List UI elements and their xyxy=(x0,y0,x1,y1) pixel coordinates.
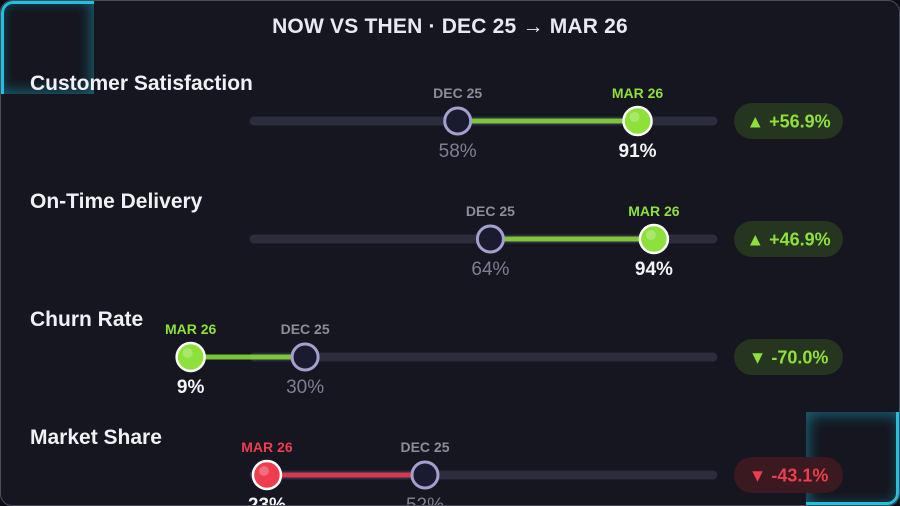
chart-title: NOW VS THEN · DEC 25 → MAR 26 xyxy=(272,15,628,38)
now-value: 94% xyxy=(635,259,673,280)
then-label: DEC 25 xyxy=(433,85,482,101)
now-label: MAR 26 xyxy=(612,85,664,101)
change-badge xyxy=(734,103,843,139)
now-marker xyxy=(622,105,653,137)
metric-name: Customer Satisfaction xyxy=(30,72,253,95)
now-value: 91% xyxy=(619,141,657,162)
then-value: 58% xyxy=(439,141,477,162)
now-marker-highlight xyxy=(645,230,656,240)
now-marker-highlight xyxy=(258,466,269,476)
then-value: 30% xyxy=(286,377,324,398)
now-value: 23% xyxy=(248,495,286,505)
change-badge-text: ▼ -43.1% xyxy=(749,466,829,486)
now-marker-highlight xyxy=(182,348,193,358)
now-label: MAR 26 xyxy=(241,439,293,455)
then-value: 64% xyxy=(471,259,509,280)
now-marker xyxy=(638,223,670,255)
corner-glow-bottom-right xyxy=(806,412,899,505)
then-value: 52% xyxy=(406,495,444,505)
now-marker xyxy=(175,341,206,373)
change-badge-text: ▲ +46.9% xyxy=(746,230,830,250)
then-marker xyxy=(475,224,505,254)
change-badge-text: ▼ -70.0% xyxy=(749,348,829,368)
change-badge xyxy=(734,339,843,375)
then-marker xyxy=(290,342,320,372)
metric-name: Market Share xyxy=(30,426,162,449)
change-badge xyxy=(734,221,843,257)
change-badge-text: ▲ +56.9% xyxy=(746,112,830,132)
now-value: 9% xyxy=(177,377,205,398)
metric-name: On-Time Delivery xyxy=(30,190,203,213)
now-marker-highlight xyxy=(629,112,640,122)
then-marker xyxy=(443,106,473,136)
now-marker xyxy=(251,459,283,491)
metric-name: Churn Rate xyxy=(30,308,143,331)
then-marker xyxy=(410,460,440,490)
then-label: DEC 25 xyxy=(466,203,515,219)
now-label: MAR 26 xyxy=(628,203,680,219)
change-badge xyxy=(734,457,843,493)
now-label: MAR 26 xyxy=(165,321,217,337)
then-label: DEC 25 xyxy=(400,439,449,455)
corner-glow-top-left xyxy=(1,1,94,94)
then-label: DEC 25 xyxy=(281,321,330,337)
